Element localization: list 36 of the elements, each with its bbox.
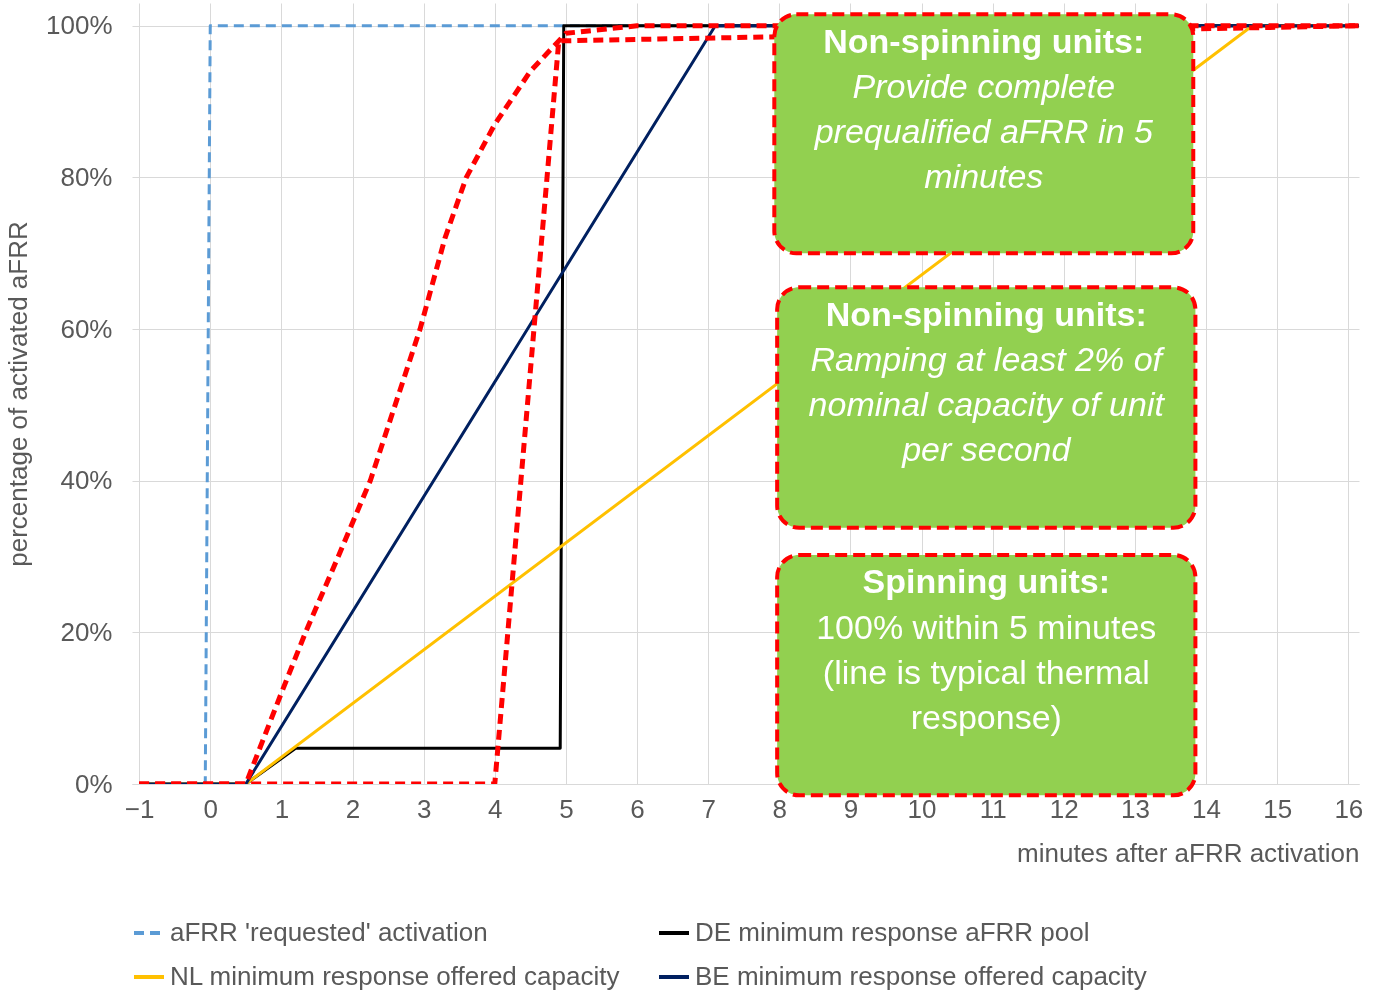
x-tick-label: 16 — [1334, 793, 1364, 824]
y-tick-label: 100% — [46, 10, 113, 41]
annotation: 100% within 5 minutes (line is typical thermal response) — [816, 607, 1157, 736]
legend-label: aFRR 'requested' activation — [170, 917, 488, 947]
x-tick-label: 4 — [488, 793, 503, 824]
x-tick-label: 13 — [1120, 793, 1150, 824]
x-tick-label: 7 — [701, 793, 716, 824]
legend-label: BE minimum response offered capacity — [695, 961, 1147, 991]
x-tick-label: 1 — [274, 793, 290, 824]
y-tick-label: 40% — [60, 465, 113, 496]
x-tick-label: 12 — [1049, 793, 1079, 824]
y-tick-label: 20% — [60, 616, 113, 647]
y-tick-label: 0% — [74, 768, 113, 799]
x-tick-label: 9 — [843, 793, 859, 824]
annotation: Non-spinning units: — [823, 21, 1145, 60]
x-axis-title: minutes after aFRR activation — [1017, 837, 1360, 868]
x-tick-label: 6 — [630, 793, 645, 824]
y-tick-label: 60% — [60, 313, 113, 344]
x-tick-label: 14 — [1192, 793, 1222, 824]
x-tick-label: 5 — [559, 793, 574, 824]
x-tick-label: −1 — [124, 793, 155, 824]
x-tick-label: 10 — [907, 793, 937, 824]
x-tick-label: 3 — [416, 793, 432, 824]
annotation: Ramping at least 2% of nominal capacity of unit per second — [808, 340, 1166, 469]
x-tick-label: 0 — [203, 793, 218, 824]
x-tick-label: 2 — [345, 793, 361, 824]
y-tick-label: 80% — [60, 161, 113, 192]
x-tick-label: 8 — [772, 793, 788, 824]
annotation: Spinning units: — [862, 562, 1110, 601]
legend-label: NL minimum response offered capacity — [170, 961, 620, 991]
annotation: Provide complete prequalified aFRR in 5 minutes — [813, 67, 1154, 196]
annotation: Non-spinning units: — [825, 294, 1147, 333]
legend-label: DE minimum response aFRR pool — [695, 917, 1090, 947]
x-tick-label: 15 — [1263, 793, 1293, 824]
x-tick-label: 11 — [979, 793, 1007, 824]
y-axis-title: percentage of activated aFRR — [3, 221, 33, 567]
